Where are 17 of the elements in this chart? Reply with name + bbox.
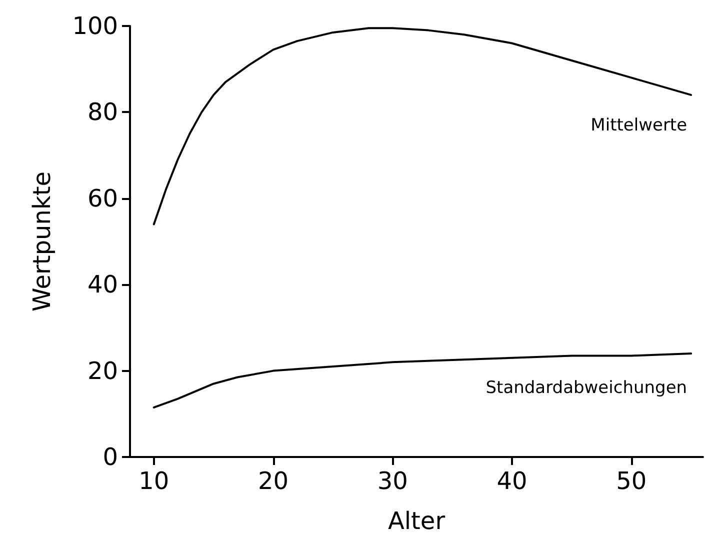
y-tick-label: 0 (102, 443, 118, 471)
x-tick-label: 20 (258, 467, 289, 495)
series-label: Mittelwerte (590, 115, 688, 136)
y-tick-label: 20 (87, 356, 118, 385)
x-tick-label: 40 (496, 467, 528, 495)
y-tick-label: 40 (87, 270, 118, 299)
x-axis-title: Alter (388, 507, 446, 535)
series-label: Standardabweichungen (486, 378, 688, 398)
y-tick-label: 100 (72, 12, 118, 40)
y-tick-label: 60 (87, 184, 118, 212)
line-series (152, 27, 692, 226)
y-tick-label: 80 (87, 98, 118, 126)
x-tick-label: 10 (138, 467, 170, 495)
x-tick-label: 30 (377, 467, 408, 495)
line-series (152, 352, 692, 408)
x-tick-label: 50 (616, 467, 647, 495)
y-axis-title: Wertpunkte (28, 171, 56, 312)
